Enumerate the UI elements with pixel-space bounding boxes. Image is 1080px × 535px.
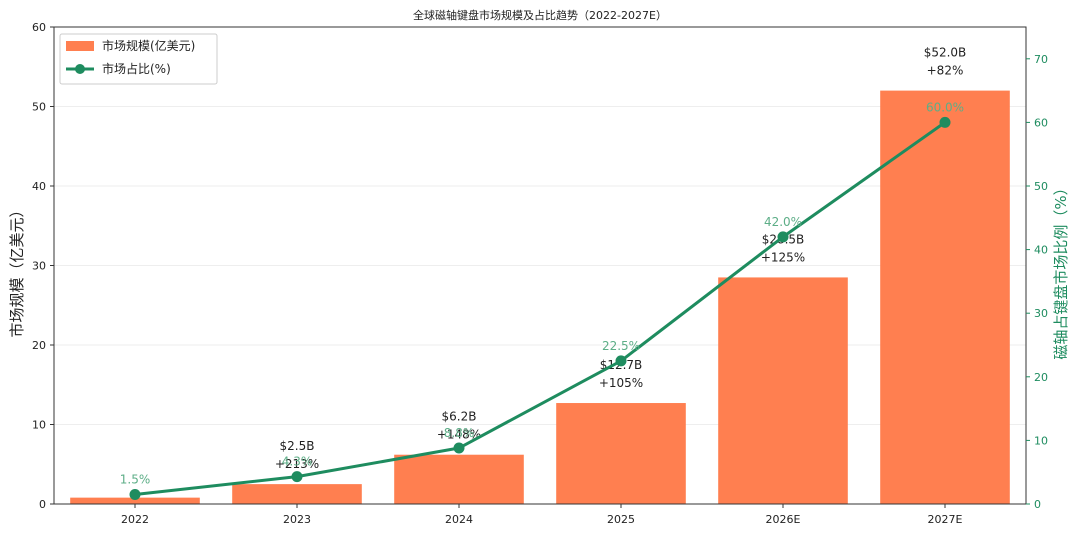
bar-growth-label: +213%: [275, 457, 319, 471]
legend-box: [59, 33, 218, 85]
y2-tick-label: 40: [1034, 244, 1048, 257]
chart-title: 全球磁轴键盘市场规模及占比趋势（2022-2027E）: [413, 8, 667, 22]
share-point-label: 1.5%: [120, 472, 151, 486]
bar-2026E: [718, 277, 848, 504]
legend-line-marker: [75, 64, 85, 74]
y-tick-label: 10: [32, 419, 46, 432]
share-line: 1.5% 4.3% 8.8% 22.5% 42.0% 60.0%: [120, 100, 964, 500]
share-point-2027E: [939, 116, 951, 128]
bar-growth-label: +148%: [437, 428, 481, 442]
share-point-2026E: [777, 231, 789, 243]
share-point-label: 4.3%: [282, 455, 313, 469]
bar-value-label: $2.5B: [280, 439, 315, 453]
y2-tick-label: 0: [1034, 498, 1041, 511]
legend: 市场规模(亿美元) 市场占比(%): [59, 33, 218, 85]
x-tick-label: 2027E: [928, 513, 963, 526]
legend-line-label: 市场占比(%): [102, 61, 171, 76]
x-tick-label: 2022: [121, 513, 149, 526]
bar-growth-label: +125%: [761, 250, 805, 264]
share-point-2024: [453, 442, 465, 454]
y-tick-label: 0: [39, 498, 46, 511]
share-point-2025: [615, 355, 627, 367]
y2-tick-label: 50: [1034, 180, 1048, 193]
bar-2024: [394, 454, 524, 504]
bar-2025: [556, 403, 686, 504]
y-tick-label: 60: [32, 21, 46, 34]
share-point-label: 8.8%: [444, 426, 475, 440]
y-tick-label: 20: [32, 339, 46, 352]
share-point-label: 22.5%: [602, 339, 640, 353]
y2-axis-label: 磁轴占键盘市场比例（%）: [1052, 180, 1070, 359]
bar-2027E: [880, 90, 1010, 504]
share-point-label: 60.0%: [926, 100, 964, 114]
x-tick-label: 2026E: [766, 513, 801, 526]
bar-value-label: $6.2B: [442, 410, 477, 424]
share-point-2023: [291, 471, 303, 483]
x-tick-label: 2024: [445, 513, 473, 526]
share-point-2022: [129, 488, 141, 500]
y2-tick-label: 70: [1034, 53, 1048, 66]
y-tick-label: 50: [32, 101, 46, 114]
bar-2022: [70, 497, 200, 504]
x-tick-label: 2025: [607, 513, 635, 526]
bar-growth-label: +82%: [927, 64, 964, 78]
bar-growth-label: +105%: [599, 376, 643, 390]
y2-tick-label: 60: [1034, 116, 1048, 129]
legend-bar-swatch: [66, 41, 94, 51]
y-axis-label: 市场规模（亿美元）: [8, 202, 26, 337]
y-tick-label: 30: [32, 260, 46, 273]
bar-2023: [232, 484, 362, 504]
y-tick-label: 40: [32, 180, 46, 193]
axes: 0 10 20 30 40 50 60 0 10 20 30 40 50 60 70 2022 2023 2024…: [32, 21, 1048, 526]
x-tick-label: 2023: [283, 513, 311, 526]
y2-tick-label: 10: [1034, 434, 1048, 447]
legend-bar-label: 市场规模(亿美元): [102, 38, 195, 53]
share-point-label: 42.0%: [764, 215, 802, 229]
y2-tick-label: 20: [1034, 371, 1048, 384]
y2-tick-label: 30: [1034, 307, 1048, 320]
share-line-path: [134, 121, 946, 496]
bars: [70, 90, 1010, 504]
bar-value-label: $52.0B: [924, 46, 967, 60]
